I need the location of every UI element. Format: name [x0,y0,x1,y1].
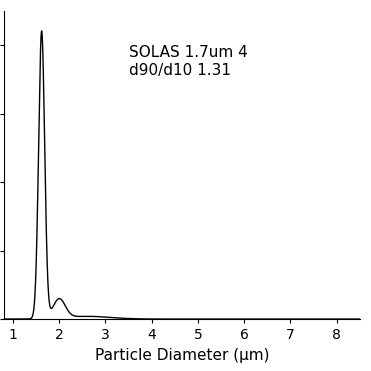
Text: SOLAS 1.7um 4
d90/d10 1.31: SOLAS 1.7um 4 d90/d10 1.31 [129,45,247,78]
X-axis label: Particle Diameter (μm): Particle Diameter (μm) [95,348,269,362]
